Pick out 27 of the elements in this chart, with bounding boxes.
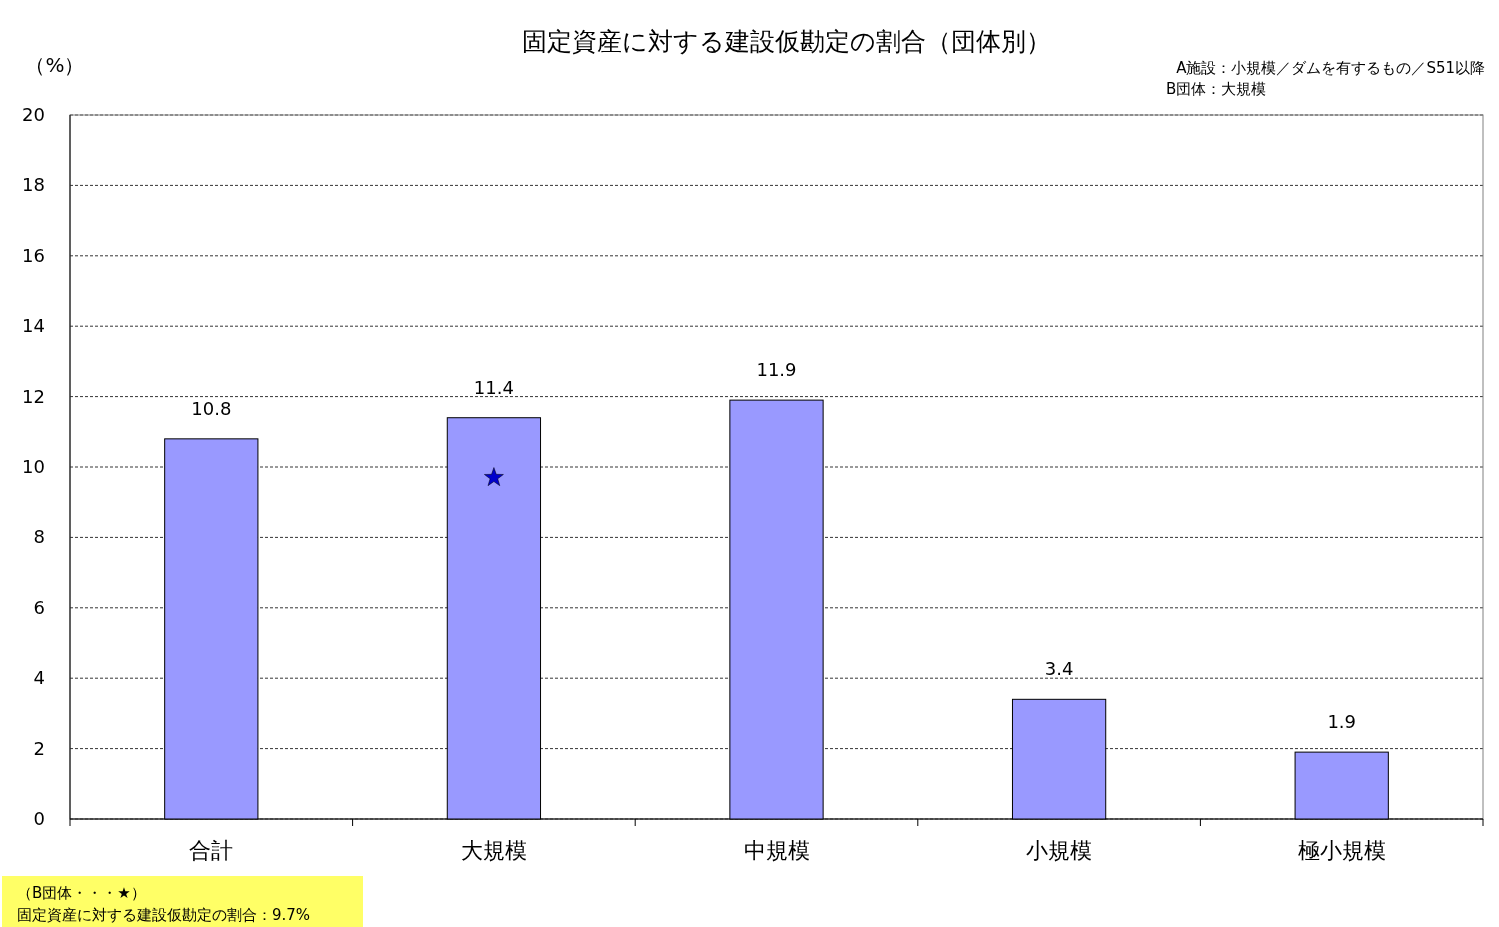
text: （B団体・・・★） bbox=[17, 884, 146, 902]
data-label: 10.8 bbox=[191, 397, 232, 419]
x-tick-label: 大規模 bbox=[460, 838, 527, 863]
data-label: 11.4 bbox=[473, 376, 514, 398]
x-tick-label: 小規模 bbox=[1026, 838, 1093, 863]
y-tick-label: 16 bbox=[22, 244, 45, 266]
text: B団体：大規模 bbox=[1166, 80, 1267, 98]
data-label: 1.9 bbox=[1327, 711, 1357, 733]
y-tick-label: 2 bbox=[33, 737, 45, 759]
y-tick-label: 20 bbox=[22, 104, 45, 125]
y-tick-label: 8 bbox=[33, 526, 45, 548]
x-tick-label: 極小規模 bbox=[1297, 838, 1386, 863]
y-tick-label: 10 bbox=[22, 456, 45, 477]
y-tick-label: 0 bbox=[33, 808, 45, 829]
text: 固定資産に対する建設仮勘定の割合：9.7% bbox=[17, 906, 311, 924]
y-tick-label: 12 bbox=[22, 385, 45, 407]
data-label: 11.9 bbox=[756, 359, 797, 381]
x-tick-label: 中規模 bbox=[743, 838, 810, 863]
y-tick-label: 6 bbox=[33, 596, 45, 618]
x-tick-label: 合計 bbox=[189, 838, 234, 863]
y-tick-label: 18 bbox=[22, 174, 45, 196]
y-axis-title: （%） bbox=[25, 53, 85, 77]
data-label: 3.4 bbox=[1044, 658, 1074, 680]
chart-title: 固定資産に対する建設仮勘定の割合（団体別） bbox=[522, 27, 1051, 56]
text: A施設：小規模／ダムを有するもの／S51以降 bbox=[1176, 59, 1485, 77]
y-tick-label: 14 bbox=[22, 315, 45, 337]
y-tick-label: 4 bbox=[33, 667, 45, 689]
